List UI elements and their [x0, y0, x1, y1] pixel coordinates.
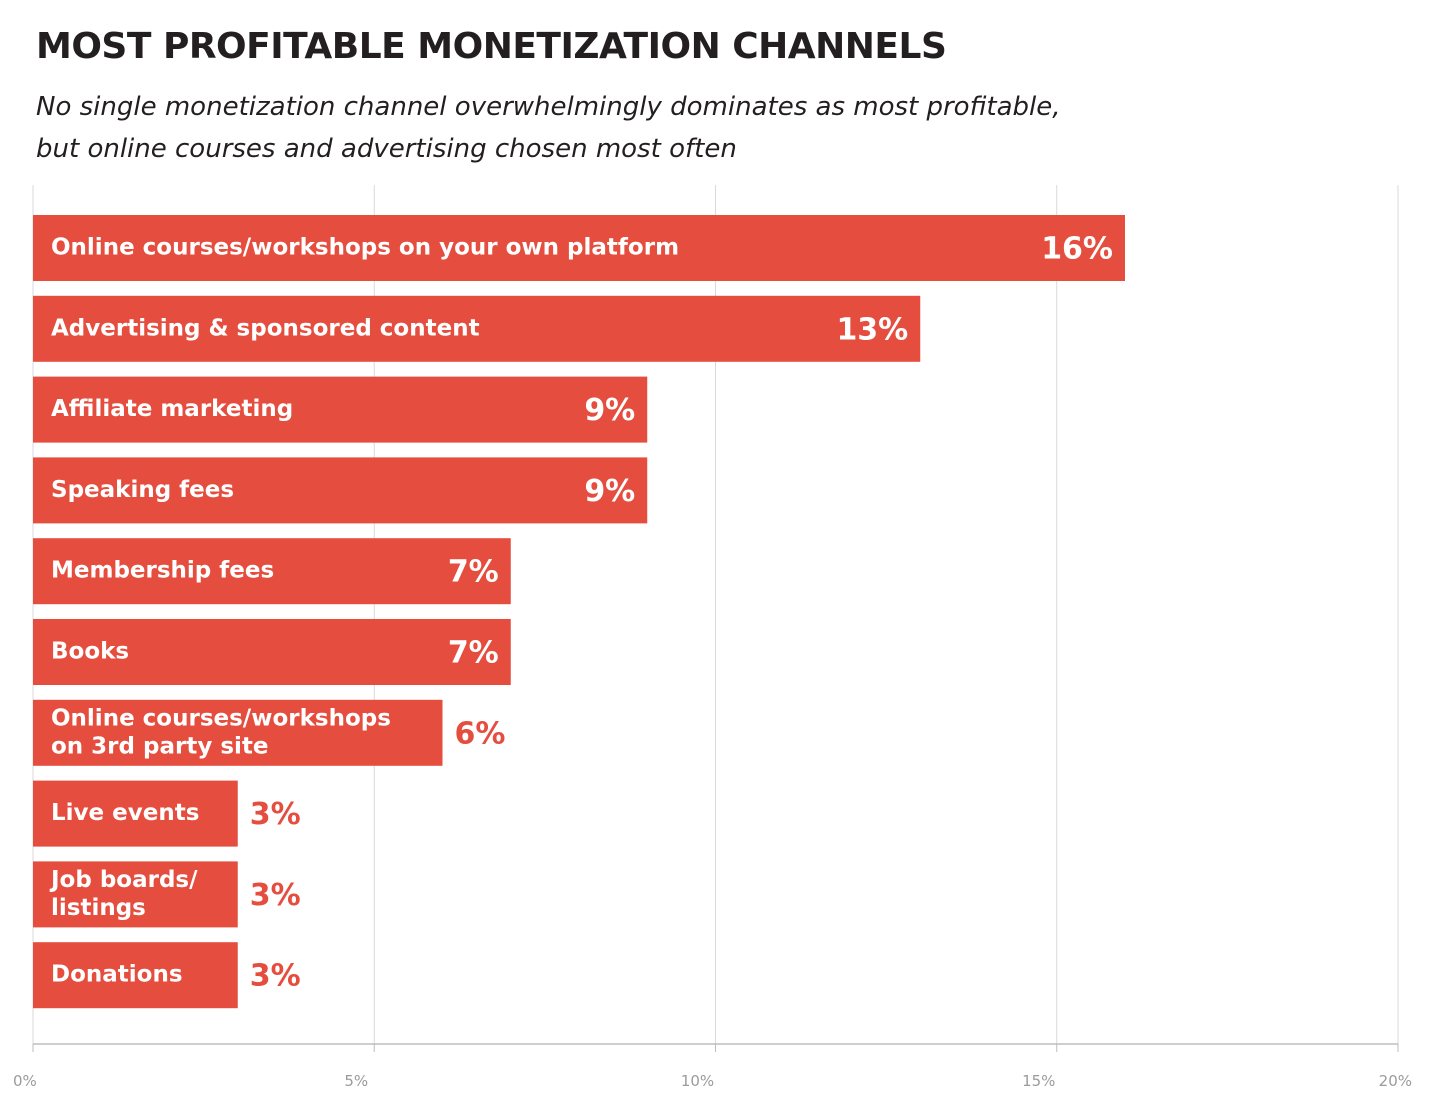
- subtitle-line-2: but online courses and advertising chose…: [36, 134, 737, 164]
- bar-label: Donations: [51, 962, 183, 988]
- bar-label: Affiliate marketing: [51, 396, 293, 422]
- bar-label: Speaking fees: [51, 477, 234, 503]
- chart-title: MOST PROFITABLE MONETIZATION CHANNELS: [36, 26, 947, 67]
- bar-label: Books: [51, 639, 129, 665]
- bar-label: listings: [51, 895, 146, 921]
- bar: [33, 295, 921, 362]
- bar: [33, 457, 648, 524]
- value-label: 7%: [448, 636, 499, 671]
- x-tick-label: 15%: [1022, 1072, 1055, 1090]
- bar-label: Online courses/workshops: [51, 705, 391, 731]
- value-label: 3%: [250, 959, 301, 994]
- subtitle-line-1: No single monetization channel overwhelm…: [36, 92, 1061, 122]
- chart-subtitle: No single monetization channel overwhelm…: [36, 86, 1136, 170]
- value-label: 7%: [448, 555, 499, 590]
- bar-label: Online courses/workshops on your own pla…: [51, 235, 679, 261]
- bar: [33, 861, 238, 928]
- bar: [33, 699, 443, 766]
- bar: [33, 619, 511, 685]
- bar-label: Live events: [51, 800, 199, 826]
- x-tick-label: 20%: [1379, 1072, 1412, 1090]
- bar-label: Advertising & sponsored content: [51, 315, 480, 341]
- bar: [33, 780, 238, 847]
- value-label: 6%: [455, 716, 506, 751]
- bar: [33, 376, 648, 443]
- value-label: 9%: [584, 393, 635, 428]
- value-label: 16%: [1041, 232, 1113, 267]
- bar: [33, 215, 1125, 281]
- bar: [33, 942, 238, 1009]
- x-tick-label: 0%: [13, 1072, 37, 1090]
- x-tick-label: 10%: [681, 1072, 714, 1090]
- bar-label: on 3rd party site: [51, 733, 269, 759]
- value-label: 3%: [250, 797, 301, 832]
- value-label: 3%: [250, 878, 301, 913]
- value-label: 9%: [584, 474, 635, 509]
- bar-label: Job boards/: [49, 867, 198, 893]
- bar-label: Membership fees: [51, 558, 274, 584]
- value-label: 13%: [836, 312, 908, 347]
- bar: [33, 538, 511, 605]
- x-tick-label: 5%: [344, 1072, 368, 1090]
